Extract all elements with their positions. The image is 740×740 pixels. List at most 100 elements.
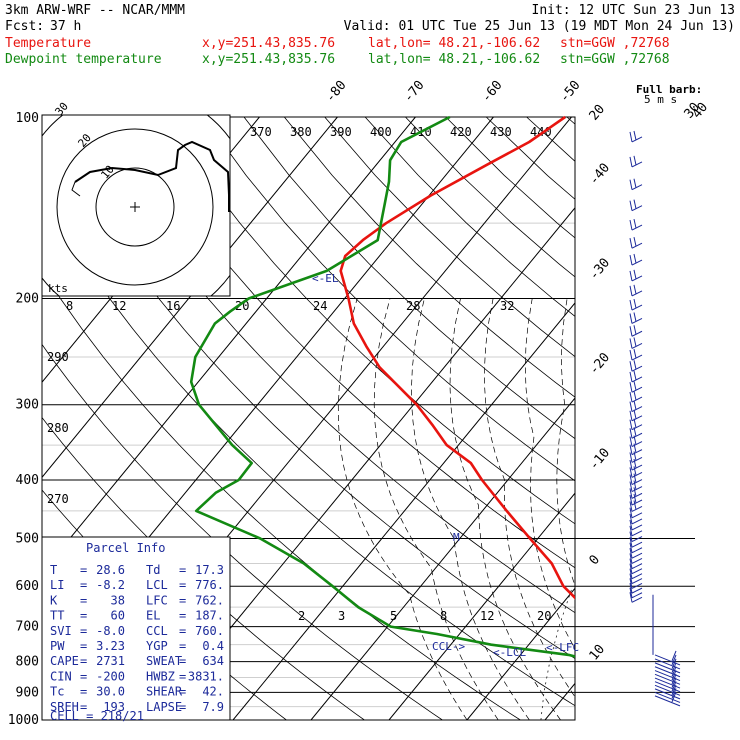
dry-adiabat (405, 116, 575, 278)
pressure-label: 600 (16, 579, 39, 594)
theta-label: 390 (330, 125, 352, 139)
wind-barb-flag (633, 493, 637, 504)
parcel-info-cell: = (179, 639, 186, 653)
wind-barb-flag (633, 155, 637, 166)
dry-adiabat (42, 343, 443, 720)
wind-barb-flag (633, 390, 637, 401)
wind-barb-flag (629, 361, 633, 372)
wind-barb-staff (631, 318, 643, 324)
wind-barb-flag (629, 467, 633, 478)
wind-barb-staff (631, 259, 643, 266)
theta-label: 420 (450, 125, 472, 139)
temperature-profile (339, 115, 575, 600)
temperature-label: 10 (587, 642, 609, 664)
wind-barb-flag (633, 178, 637, 188)
wind-barb-flag (629, 519, 633, 531)
mixing-ratio-label: 5 (390, 609, 397, 623)
wind-barb-flag (629, 481, 633, 492)
parcel-info-cell: 60 (111, 609, 125, 623)
hodograph-ring (95, 167, 175, 247)
theta-label: 380 (290, 125, 312, 139)
pressure-axis: 100 200 300 400 500 600 700 800 900 1000 (8, 111, 39, 728)
parcel-info-cell: PW (50, 639, 65, 653)
wind-barb-flag (633, 370, 637, 381)
wind-barb-flag (629, 488, 633, 499)
wind-barb-staff (631, 161, 643, 168)
hodograph-ring (56, 128, 214, 286)
parcel-info-cell: 28.6 (96, 563, 125, 577)
isotherm (42, 116, 338, 479)
wind-barb-staff (631, 456, 643, 463)
wind-barbs: Full barb: 5 m s (629, 83, 702, 707)
wind-barb-flag (633, 325, 637, 335)
wind-barb-staff (631, 376, 643, 383)
parcel-info-cell: 3.23 (96, 639, 125, 653)
wind-barb-staff (631, 354, 643, 361)
temperature-label: -60 (479, 78, 506, 106)
isotherm (701, 117, 740, 720)
parcel-info-cell: 193 (103, 700, 125, 714)
parcel-info-cell: SHEAR (146, 685, 183, 699)
wind-barb-staff (654, 691, 681, 703)
parcel-info-cell: = (179, 669, 186, 683)
isotherm (388, 492, 575, 720)
wind-barb-flag (629, 583, 633, 594)
wind-barb-flag (629, 568, 633, 579)
hodograph-frame (41, 114, 231, 297)
wind-barb-flag (629, 270, 633, 282)
wind-barb-staff (631, 486, 643, 493)
wind-barb-flag (629, 254, 633, 266)
ccl-marker: CCL-> (432, 640, 465, 653)
wind-barb-flag (671, 670, 677, 681)
mixing-ratio-line (736, 586, 740, 720)
wind-barb-staff (654, 695, 681, 707)
wind-barb-staff (631, 290, 643, 297)
wind-barb-staff (631, 365, 643, 372)
parcel-info-cell: = (80, 700, 87, 714)
pressure-label: 800 (16, 655, 39, 670)
parcel-info-cell: = (80, 639, 87, 653)
parcel-info-cell: = (179, 609, 186, 623)
temperature-station: stn=GGW ,72768 (560, 36, 670, 51)
parcel-info-cell: HWBZ (146, 669, 175, 683)
isotherm (232, 302, 575, 720)
theta-label: 430 (490, 125, 512, 139)
wind-barb-flag (671, 691, 677, 703)
wind-barb-staff (631, 205, 643, 212)
isotherm (310, 397, 575, 720)
mixing-ratio-label: 3 (338, 609, 345, 623)
wind-barb-flag (629, 382, 633, 393)
parcel-info-cell: = (179, 654, 186, 668)
wind-barb-flag (671, 662, 677, 673)
hodograph-traces (71, 140, 230, 212)
wind-barb-flag (671, 650, 677, 662)
wind-barb-staff (631, 330, 643, 337)
wind-barb-flag (633, 360, 637, 370)
wind-barb-flag (629, 391, 633, 403)
theta-label: 400 (370, 125, 392, 139)
dewpoint-latlon: lat,lon= 48.21,-106.62 (368, 52, 540, 67)
hodograph-trace (74, 140, 230, 212)
wind-barb-flag (629, 156, 633, 168)
temperature-info-line: Temperature x,y=251.43,835.76 lat,lon= 4… (5, 36, 670, 51)
wind-barb-flag (629, 507, 633, 518)
dewpoint-profile (189, 115, 575, 658)
parcel-info-cell: = (179, 685, 186, 699)
wind-barb-staff (654, 688, 681, 700)
dewpoint-xy: x,y=251.43,835.76 (202, 52, 335, 67)
pressure-label: 300 (16, 398, 39, 413)
isotherm (544, 682, 575, 720)
wind-barb-staff (631, 396, 643, 403)
parcel-info-cell: = (80, 654, 87, 668)
wind-barb-staff (631, 224, 643, 231)
wind-barb-flag (633, 443, 637, 453)
dry-adiabat (607, 117, 740, 720)
wind-barb-flag (629, 419, 633, 430)
temperature-label: -80 (323, 78, 350, 106)
wind-barb-flag (629, 436, 633, 447)
wind-barb-staff (631, 275, 643, 282)
temperature-label: -50 (557, 78, 584, 106)
parcel-info-cell: Tc (50, 685, 64, 699)
wind-barb-staff (631, 464, 643, 471)
wind-barb-flag (629, 573, 633, 584)
